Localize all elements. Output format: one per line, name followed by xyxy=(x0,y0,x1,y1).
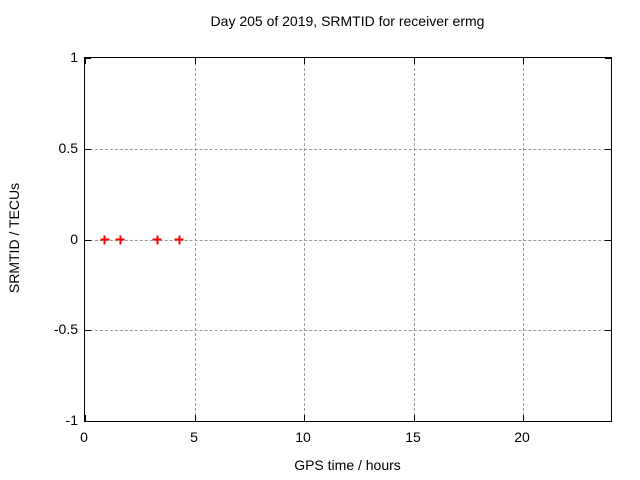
x-tick-top xyxy=(85,58,86,64)
x-tick-label: 5 xyxy=(190,429,198,445)
x-tick-top xyxy=(304,58,305,64)
x-tick-bottom xyxy=(414,415,415,421)
x-tick-bottom xyxy=(304,415,305,421)
x-tick-label: 15 xyxy=(405,429,421,445)
y-tick-left xyxy=(85,330,91,331)
y-axis-label: SRMTID / TECUs xyxy=(6,182,22,294)
x-tick-bottom xyxy=(85,415,86,421)
x-tick-top xyxy=(523,58,524,64)
y-tick-label: 1 xyxy=(70,49,78,65)
v-gridline xyxy=(304,58,305,421)
data-point-marker xyxy=(152,235,162,244)
y-tick-label: -1 xyxy=(65,412,78,428)
data-point-marker xyxy=(115,235,125,244)
y-tick-left xyxy=(85,149,91,150)
v-gridline xyxy=(414,58,415,421)
h-gridline xyxy=(85,330,611,331)
chart-title: Day 205 of 2019, SRMTID for receiver erm… xyxy=(210,13,485,29)
y-tick-right xyxy=(605,240,611,241)
v-gridline xyxy=(523,58,524,421)
y-tick-right xyxy=(605,149,611,150)
x-axis-label: GPS time / hours xyxy=(294,457,401,473)
x-tick-bottom xyxy=(523,415,524,421)
y-tick-label: 0 xyxy=(70,231,78,247)
y-tick-left xyxy=(85,58,91,59)
y-tick-left xyxy=(85,240,91,241)
y-tick-label: -0.5 xyxy=(53,321,78,337)
x-tick-label: 10 xyxy=(295,429,311,445)
x-tick-label: 0 xyxy=(80,429,88,445)
x-tick-bottom xyxy=(195,415,196,421)
h-gridline xyxy=(85,149,611,150)
data-point-marker xyxy=(100,235,110,244)
plot-area xyxy=(84,57,612,422)
y-tick-right xyxy=(605,58,611,59)
y-tick-left xyxy=(85,421,91,422)
h-gridline xyxy=(85,240,611,241)
y-tick-right xyxy=(605,330,611,331)
y-tick-label: 0.5 xyxy=(58,140,78,156)
y-tick-right xyxy=(605,421,611,422)
data-point-marker xyxy=(174,235,184,244)
x-tick-top xyxy=(414,58,415,64)
x-tick-top xyxy=(195,58,196,64)
x-tick-label: 20 xyxy=(514,429,530,445)
v-gridline xyxy=(195,58,196,421)
